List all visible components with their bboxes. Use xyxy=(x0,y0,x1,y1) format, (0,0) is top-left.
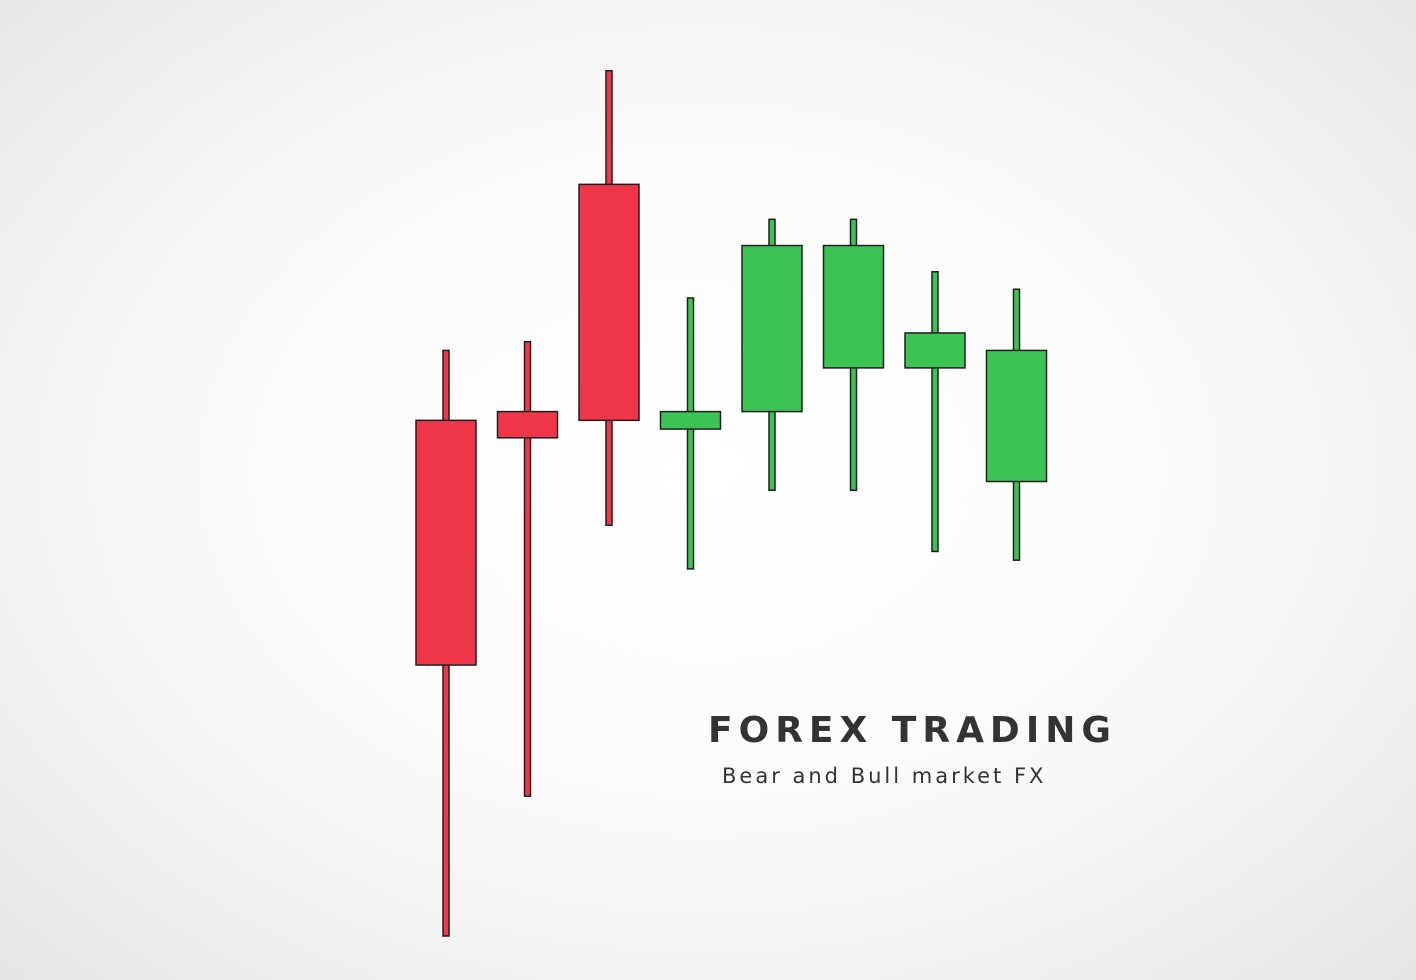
candle-1-body xyxy=(415,419,477,666)
candle-2 xyxy=(496,340,559,797)
candle-1 xyxy=(415,349,477,937)
candle-8 xyxy=(985,288,1048,561)
candle-3 xyxy=(578,69,640,526)
candle-6 xyxy=(822,218,885,492)
candle-7-wick xyxy=(931,271,939,553)
candle-7-body xyxy=(904,332,966,369)
candle-5 xyxy=(741,218,803,492)
chart-subtitle: Bear and Bull market FX xyxy=(722,764,1047,788)
candle-7 xyxy=(904,271,966,553)
candle-6-body xyxy=(822,244,885,369)
chart-title: FOREX TRADING xyxy=(708,710,1117,751)
candle-8-body xyxy=(985,349,1048,483)
candle-4 xyxy=(659,297,722,570)
candle-2-body xyxy=(496,410,559,439)
candle-2-wick xyxy=(523,340,532,797)
candle-4-wick xyxy=(686,297,695,570)
candle-4-body xyxy=(659,410,722,430)
candle-3-body xyxy=(578,183,640,422)
candle-5-body xyxy=(741,244,803,413)
